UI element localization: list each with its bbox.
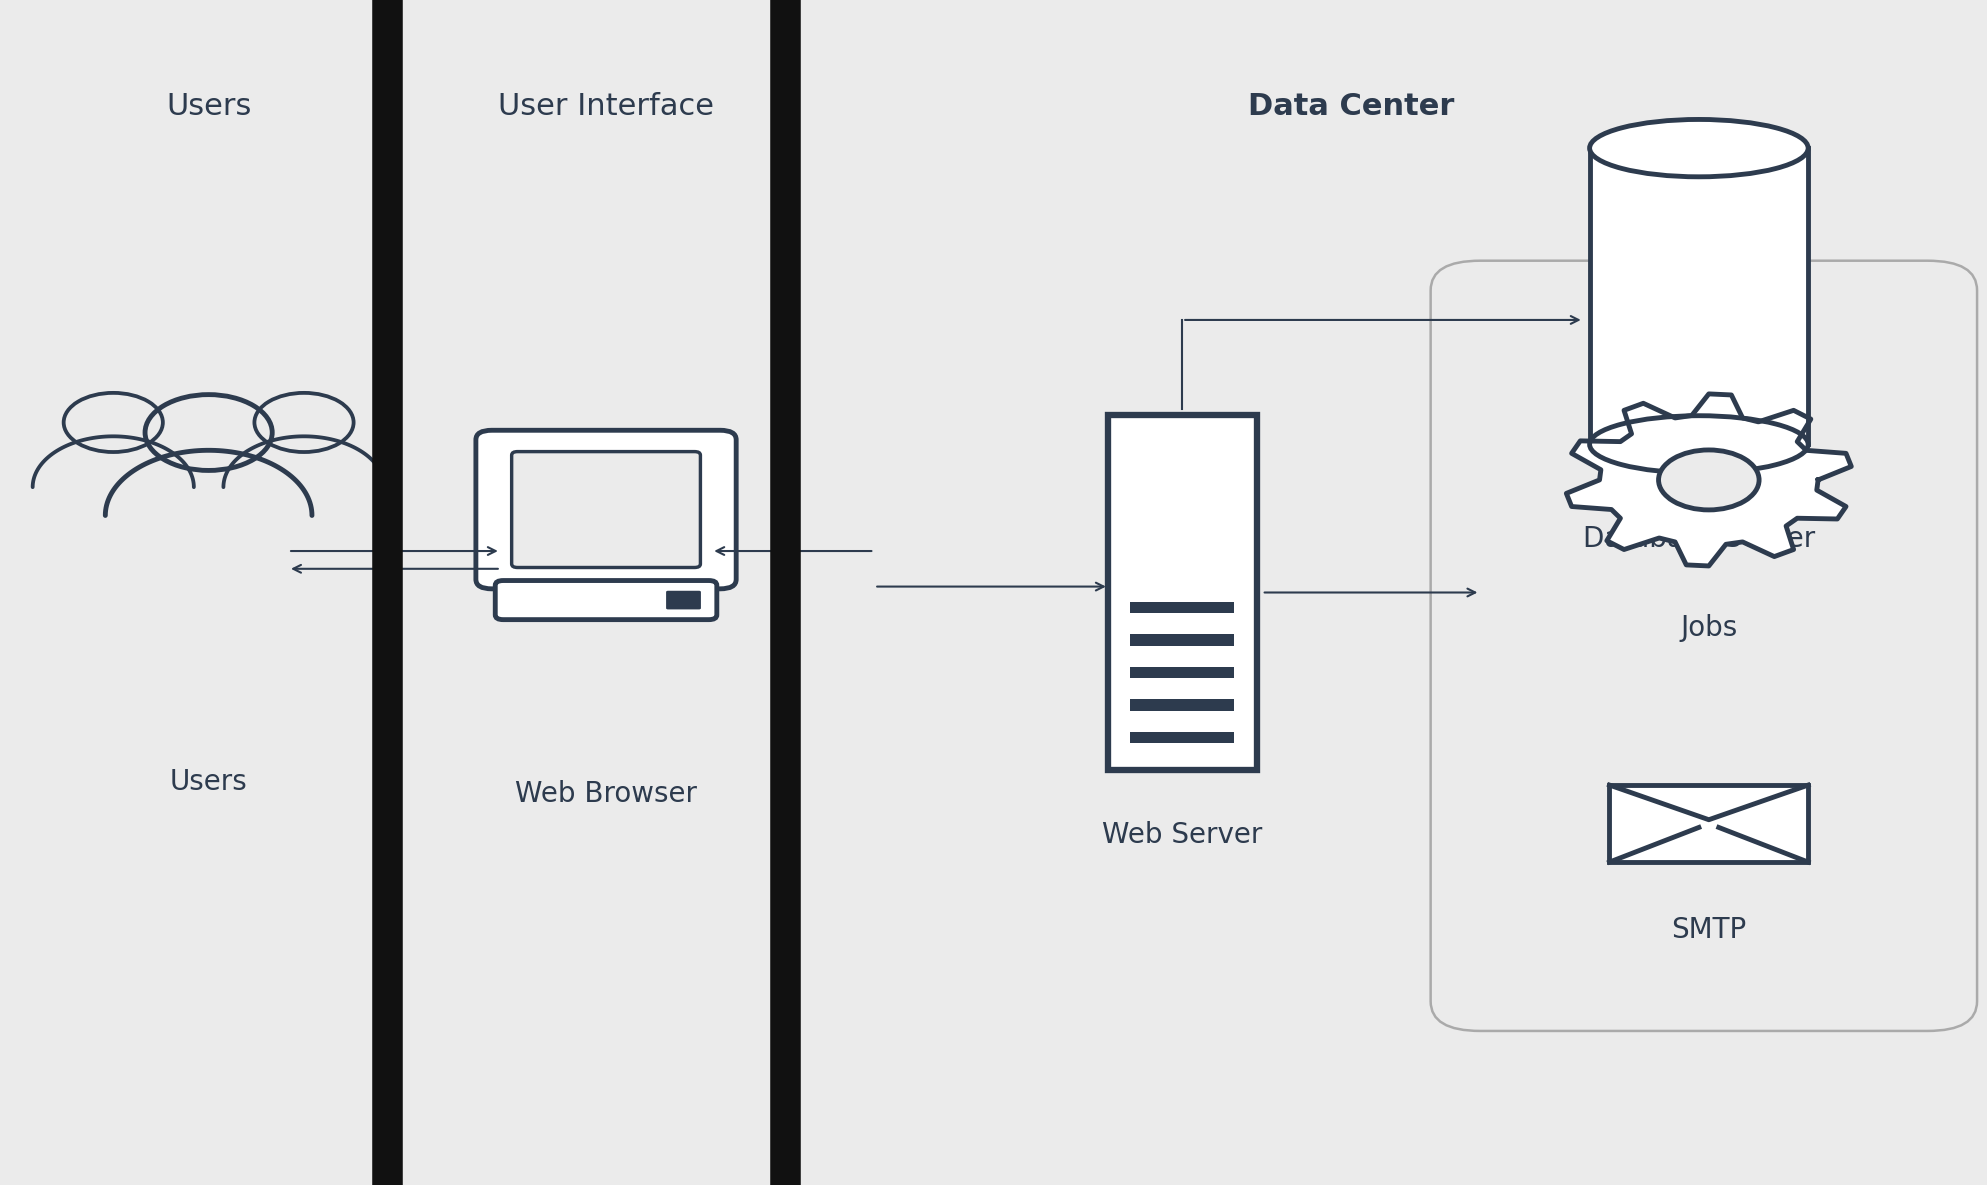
Text: Web Server: Web Server <box>1103 821 1262 850</box>
FancyBboxPatch shape <box>1431 261 1977 1031</box>
FancyBboxPatch shape <box>1131 732 1234 743</box>
Text: Data Center: Data Center <box>1248 92 1454 121</box>
Text: Users: Users <box>167 92 250 121</box>
FancyBboxPatch shape <box>1109 415 1256 770</box>
Ellipse shape <box>1590 416 1808 473</box>
FancyBboxPatch shape <box>666 591 701 609</box>
FancyBboxPatch shape <box>1131 699 1234 711</box>
FancyBboxPatch shape <box>1131 634 1234 646</box>
FancyBboxPatch shape <box>475 430 735 589</box>
Text: User Interface: User Interface <box>499 92 713 121</box>
Text: Database Server: Database Server <box>1584 525 1814 553</box>
FancyBboxPatch shape <box>513 451 699 568</box>
Ellipse shape <box>1590 120 1808 177</box>
Text: Users: Users <box>169 768 248 796</box>
FancyBboxPatch shape <box>495 581 717 620</box>
Text: Web Browser: Web Browser <box>515 780 697 808</box>
Polygon shape <box>1566 393 1852 566</box>
FancyBboxPatch shape <box>1131 667 1234 678</box>
Text: Jobs: Jobs <box>1681 614 1737 642</box>
Text: SMTP: SMTP <box>1671 916 1747 944</box>
FancyBboxPatch shape <box>1131 602 1234 613</box>
FancyBboxPatch shape <box>1609 786 1808 863</box>
Circle shape <box>1659 450 1758 510</box>
FancyBboxPatch shape <box>1590 148 1808 444</box>
